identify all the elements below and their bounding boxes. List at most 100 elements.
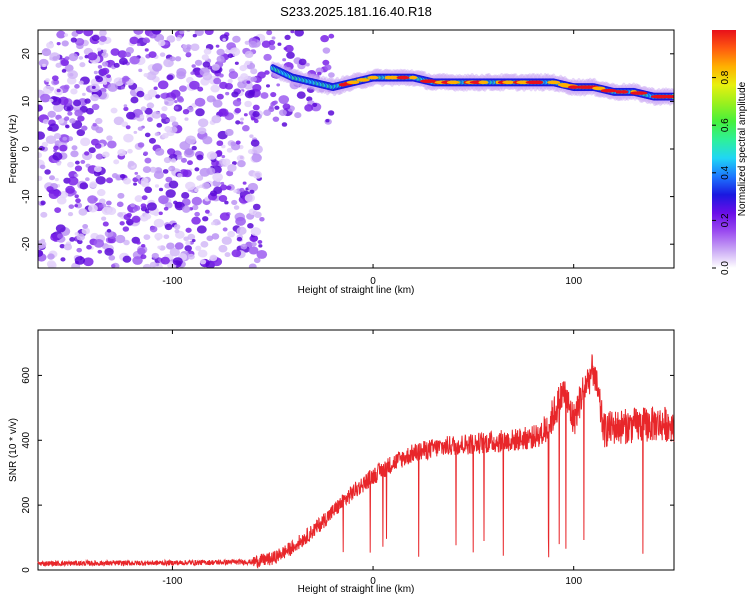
spectrogram-cell bbox=[93, 238, 105, 248]
spectrogram-cell bbox=[194, 97, 206, 107]
spectrogram-cell bbox=[170, 158, 177, 163]
spectrogram-y-label: Frequency (Hz) bbox=[8, 115, 19, 184]
spectrogram-cell bbox=[70, 150, 79, 158]
spectrogram-cell bbox=[216, 55, 225, 63]
spectrogram-cell bbox=[248, 208, 257, 215]
spectrogram-cell bbox=[55, 224, 66, 233]
spectrogram-cell bbox=[146, 102, 155, 109]
spectrogram-cell bbox=[250, 227, 262, 236]
spectrogram-cell bbox=[169, 247, 180, 257]
spectrogram-cell bbox=[125, 52, 132, 58]
spectrogram-cell bbox=[249, 134, 254, 138]
spectrogram-cell bbox=[99, 30, 107, 37]
spectrogram-cell bbox=[195, 108, 205, 117]
spectrogram-cell bbox=[154, 184, 160, 188]
spectrogram-cell bbox=[102, 81, 108, 85]
spectrogram-cell bbox=[99, 35, 107, 42]
spectrogram-cell bbox=[240, 243, 248, 250]
spectrogram-cell bbox=[274, 105, 280, 110]
spectrogram-cell bbox=[74, 204, 79, 208]
spectrogram-cell bbox=[69, 118, 76, 124]
spectrogram-cell bbox=[165, 176, 173, 183]
spectrogram-cell bbox=[98, 204, 104, 208]
spectrogram-cell bbox=[253, 119, 259, 124]
spectrogram-cell bbox=[234, 61, 239, 65]
spectrogram-cell bbox=[146, 71, 157, 81]
spectrogram-cell bbox=[236, 226, 247, 236]
spectrogram-cell bbox=[196, 185, 200, 189]
spectrogram-cell bbox=[157, 39, 166, 47]
spectrogram-cell bbox=[105, 177, 113, 184]
spectrogram-cell bbox=[191, 238, 196, 243]
spectrogram-cell bbox=[228, 71, 239, 80]
spectrogram-cell bbox=[101, 206, 112, 216]
spectrogram-cell bbox=[174, 229, 180, 234]
spectrogram-cell bbox=[51, 75, 59, 81]
spectrogram-cell bbox=[187, 233, 196, 241]
spectrogram-cell bbox=[174, 242, 184, 250]
spectrogram-cell bbox=[226, 185, 232, 191]
spectrogram-cell bbox=[216, 48, 225, 56]
spectrogram-cell bbox=[246, 80, 251, 84]
spectrogram-cell bbox=[158, 187, 164, 192]
spectrogram-cell bbox=[158, 195, 169, 205]
colorbar: 0.0 0.2 0.4 0.6 0.8 Normalized spectral ampl… bbox=[712, 30, 748, 275]
spectrogram-cell bbox=[78, 56, 84, 60]
spectrogram-cell bbox=[328, 72, 335, 78]
spectrogram-frame bbox=[37, 29, 675, 269]
spectrogram-cell bbox=[213, 186, 223, 195]
spectrogram-cell bbox=[168, 167, 172, 171]
spectrogram-cell bbox=[251, 117, 256, 121]
spectrogram-cell bbox=[67, 176, 79, 186]
y-tick-label: 10 bbox=[21, 95, 32, 107]
spectrogram-cell bbox=[163, 156, 172, 164]
spectrogram-cell bbox=[184, 117, 189, 121]
spectrogram-cell bbox=[125, 125, 131, 130]
spectrogram-cell bbox=[409, 75, 418, 80]
spectrogram-cell bbox=[119, 221, 125, 226]
spectrogram-cell bbox=[261, 40, 271, 48]
spectrogram-cell bbox=[59, 243, 65, 249]
spectrogram-cell bbox=[149, 226, 158, 233]
spectrogram-cell bbox=[266, 84, 270, 88]
spectrogram-cell bbox=[106, 74, 111, 79]
spectrogram-cell bbox=[116, 201, 124, 208]
spectrogram-cell bbox=[250, 68, 258, 75]
spectrogram-cell bbox=[151, 252, 159, 259]
spectrogram-cell bbox=[207, 212, 213, 217]
spectrogram-cell bbox=[140, 203, 147, 209]
spectrogram-cell bbox=[166, 242, 175, 250]
spectrogram-cell bbox=[312, 102, 318, 108]
spectrogram-cell bbox=[70, 37, 77, 43]
spectrogram-cell bbox=[153, 86, 158, 91]
spectrogram-cell bbox=[249, 189, 255, 194]
y-tick-label: 20 bbox=[21, 48, 32, 60]
spectrogram-cell bbox=[177, 172, 183, 178]
spectrogram-cell bbox=[233, 189, 238, 193]
spectrogram-cell bbox=[296, 91, 306, 99]
snr-panel: -100 0 100 0 200 400 600 Height of straight li… bbox=[8, 329, 675, 595]
spectrogram-cell bbox=[133, 130, 138, 134]
spectrogram-cell bbox=[53, 145, 59, 151]
spectrogram-cell bbox=[91, 103, 100, 111]
spectrogram-cell bbox=[78, 80, 84, 85]
spectrogram-cell bbox=[191, 216, 201, 225]
spectrogram-cell bbox=[58, 96, 69, 106]
colorbar-tick-label: 0.2 bbox=[720, 213, 731, 227]
spectrogram-cell bbox=[99, 198, 106, 204]
spectrogram-cell bbox=[110, 48, 120, 56]
spectrogram-cell bbox=[101, 52, 109, 58]
spectrogram-cell bbox=[294, 30, 304, 37]
spectrogram-cell bbox=[250, 139, 260, 147]
spectrogram-cell bbox=[113, 77, 125, 87]
spectrogram-cell bbox=[83, 30, 94, 37]
spectrogram-cell bbox=[231, 199, 238, 206]
spectrogram-cell bbox=[278, 95, 290, 104]
spectrogram-cell bbox=[161, 132, 169, 139]
spectrogram-cell bbox=[44, 169, 51, 175]
spectrogram-cell bbox=[154, 132, 160, 137]
spectrogram-cell bbox=[81, 125, 88, 131]
spectrogram-cell bbox=[325, 118, 330, 123]
x-tick-label: 100 bbox=[565, 576, 582, 587]
spectrogram-cell bbox=[199, 259, 207, 265]
